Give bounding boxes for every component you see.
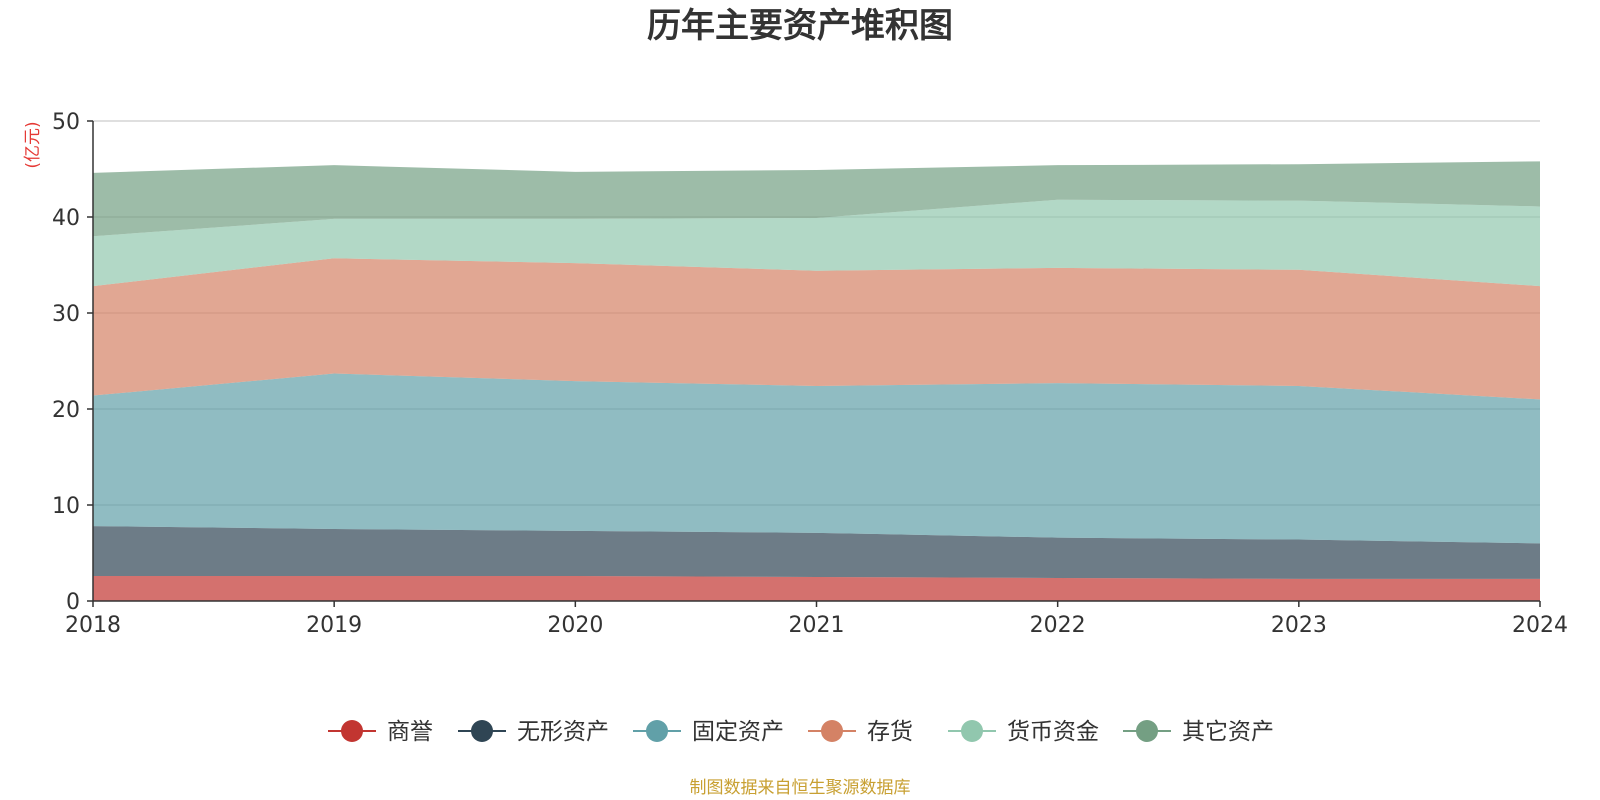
- legend: 商誉 无形资产 固定资产 存货 货币资金 其它资产: [328, 719, 1274, 745]
- area-series-0: [93, 576, 1540, 601]
- area-series-2: [93, 373, 1540, 544]
- chart-title: 历年主要资产堆积图: [647, 6, 953, 46]
- legend-label: 存货: [867, 719, 913, 745]
- y-tick-label: 30: [52, 302, 80, 327]
- y-axis-unit-label: (亿元): [23, 121, 43, 168]
- x-tick-label: 2020: [547, 613, 603, 638]
- area-series-5: [93, 161, 1540, 237]
- y-tick-label: 40: [52, 206, 80, 231]
- source-note: 制图数据来自恒生聚源数据库: [690, 778, 911, 798]
- x-tick-label: 2023: [1271, 613, 1327, 638]
- legend-label: 无形资产: [517, 719, 609, 745]
- axes: [87, 120, 1541, 607]
- area-series-1: [93, 526, 1540, 579]
- x-tick-label: 2019: [306, 613, 362, 638]
- legend-item-4[interactable]: 货币资金: [948, 719, 1099, 745]
- y-tick-label: 10: [52, 494, 80, 519]
- legend-label: 其它资产: [1182, 719, 1274, 745]
- area-series-4: [93, 199, 1540, 287]
- legend-item-0[interactable]: 商誉: [328, 719, 433, 745]
- legend-label: 商誉: [387, 719, 433, 745]
- legend-label: 货币资金: [1007, 719, 1099, 745]
- legend-marker: [471, 720, 493, 742]
- x-tick-label: 2024: [1512, 613, 1568, 638]
- legend-marker: [821, 720, 843, 742]
- legend-item-2[interactable]: 固定资产: [633, 719, 784, 745]
- x-tick-label: 2022: [1030, 613, 1086, 638]
- y-tick-label: 50: [52, 110, 80, 135]
- legend-marker: [961, 720, 983, 742]
- y-tick-label: 20: [52, 398, 80, 423]
- y-tick-label: 0: [66, 590, 80, 615]
- x-tick-label: 2018: [65, 613, 121, 638]
- legend-marker: [341, 720, 363, 742]
- legend-label: 固定资产: [692, 719, 784, 745]
- legend-marker: [1136, 720, 1158, 742]
- x-tick-label: 2021: [789, 613, 845, 638]
- legend-item-5[interactable]: 其它资产: [1123, 719, 1274, 745]
- area-series-3: [93, 258, 1540, 400]
- legend-item-3[interactable]: 存货: [808, 719, 913, 745]
- area-series-group: [93, 161, 1540, 601]
- legend-marker: [646, 720, 668, 742]
- legend-item-1[interactable]: 无形资产: [458, 719, 609, 745]
- tick-labels: 0 10 20 30 40 50 2018 2019 2020 2021 2022 2023 2024: [52, 110, 1568, 638]
